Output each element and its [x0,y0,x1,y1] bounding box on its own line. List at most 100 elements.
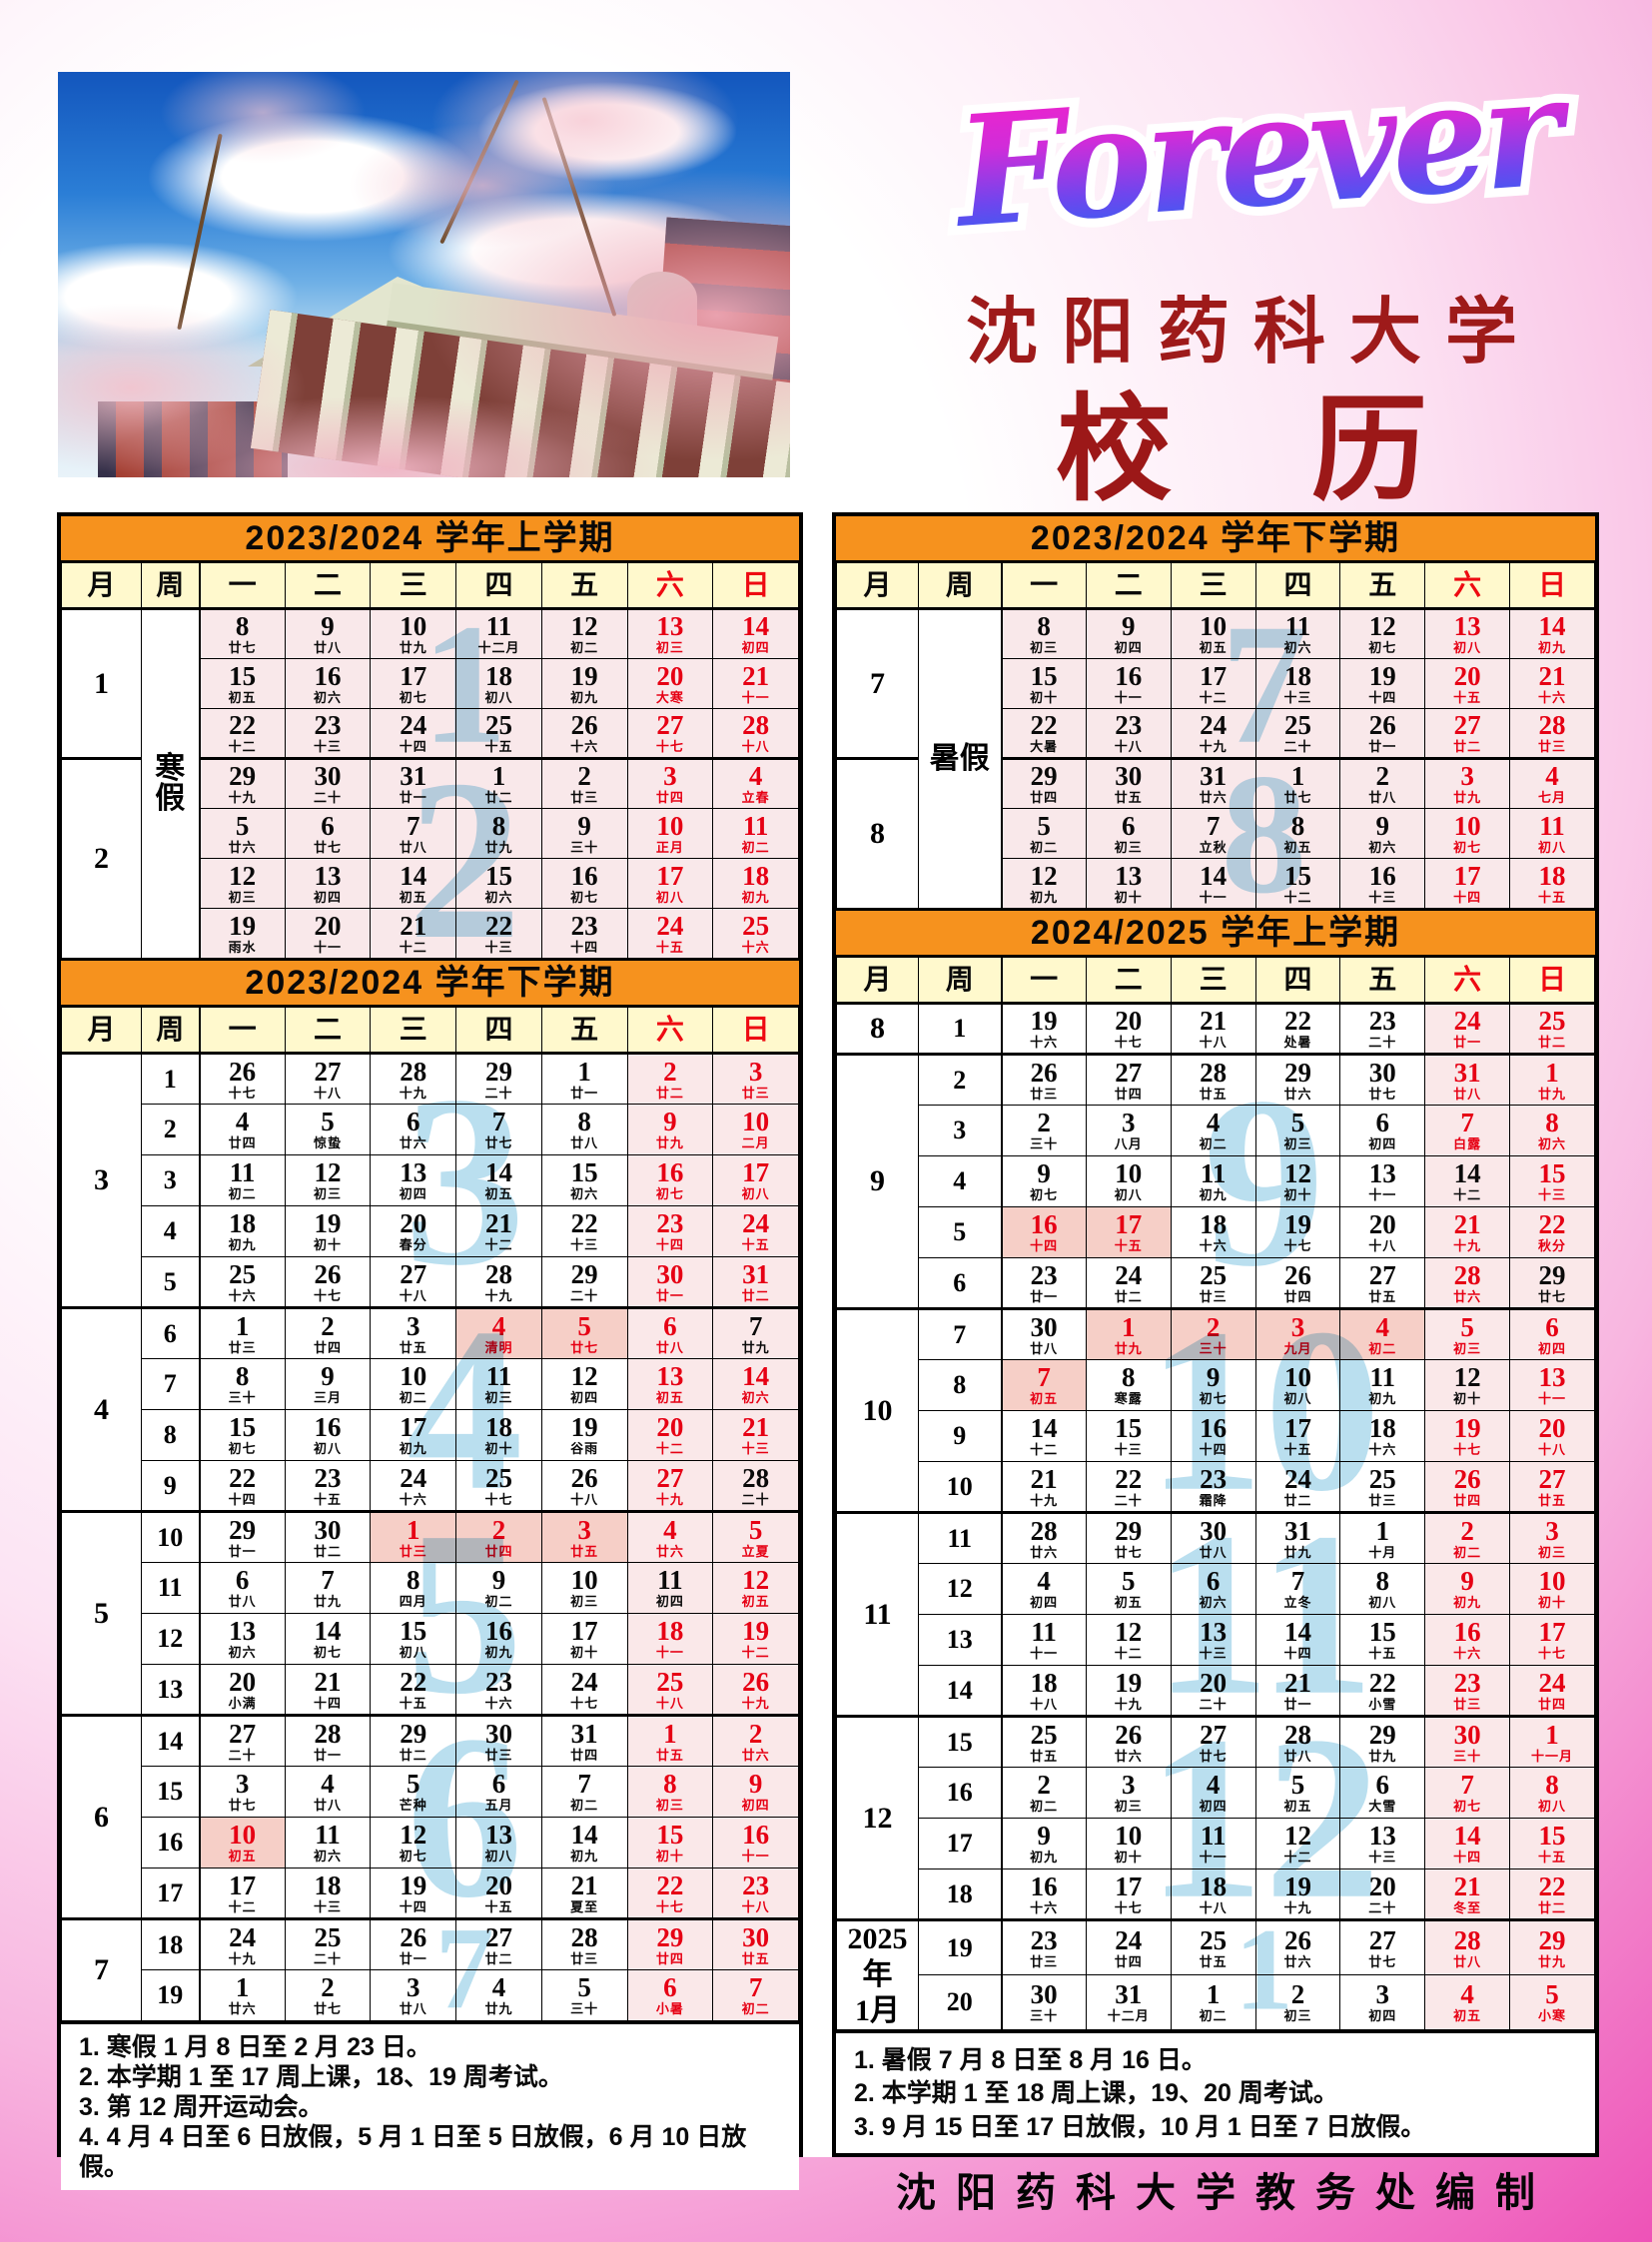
calendar-day-cell: 4 初四 [1001,1563,1087,1615]
lunar-label: 五月 [484,1798,513,1813]
lunar-label: 二十 [1283,739,1312,754]
date-number: 21 [1200,1006,1228,1036]
calendar-day-cell: 13 初五 [626,1358,714,1410]
lunar-label: 十四 [1030,1238,1059,1253]
lunar-label: 初五 [228,689,257,705]
date-number: 21 [400,910,427,941]
date-number: 6 [1122,810,1136,841]
calendar-day-cell: 17 初八 [626,858,714,909]
calendar-day-cell: 12 初四 [540,1358,628,1410]
calendar-day-cell: 28 十八 [712,708,799,759]
lunar-label: 十一月 [1531,1748,1574,1764]
note-line: 3. 第 12 周开运动会。 [79,2093,324,2121]
calendar-day-cell: 25 十八 [626,1664,714,1716]
lunar-label: 十一 [1114,689,1143,705]
date-number: 25 [1030,1719,1058,1750]
date-number: 21 [484,1208,512,1238]
lunar-label: 十七 [570,1695,599,1711]
date-number: 20 [1368,1209,1396,1239]
date-number: 27 [400,1258,427,1289]
lunar-label: 惊蛰 [314,1135,343,1150]
calendar-day-cell: 15 初六 [540,1154,628,1206]
calendar-day-cell: 5 廿六 [199,808,286,859]
lunar-label: 初八 [484,689,513,705]
week-number: 3 [918,1105,1003,1156]
date-number: 6 [235,1565,250,1595]
calendar-day-cell: 16 初九 [455,1613,542,1665]
date-number: 22 [656,1869,684,1900]
calendar-day-cell: 22 十七 [626,1868,714,1919]
week-number: 7 [918,1307,1003,1360]
calendar-day-cell: 13 初三 [626,607,714,659]
month-label: 5 [61,1510,142,1716]
lunar-label: 十九 [228,790,257,805]
calendar-day-cell: 18 初八 [455,658,542,709]
lunar-label: 廿八 [570,1135,599,1150]
lunar-label: 廿九 [1114,1340,1143,1356]
calendar-day-cell: 25 十五 [455,708,542,759]
calendar-day-cell: 16 十六 [1424,1614,1511,1666]
calendar-day-cell: 22 大暑 [1001,708,1087,759]
calendar-day-cell: 23 十八 [712,1868,799,1919]
semester-title: 2023/2024 学年上学期 [61,516,799,562]
calendar-day-cell: 30 廿五 [1085,757,1172,809]
calendar-day-cell: 23 霜降 [1170,1461,1256,1513]
lunar-label: 十四 [399,739,427,754]
date-number: 1 [407,1514,420,1545]
lunar-label: 廿五 [570,1543,599,1559]
date-number: 29 [1283,1057,1311,1088]
calendar-day-cell: 21 十二 [370,908,457,959]
calendar-day-cell: 19 十九 [1254,1868,1341,1920]
lunar-label: 廿八 [314,1798,343,1813]
day-header: 一 [1001,957,1087,1005]
lunar-label: 初六 [1368,839,1397,855]
calendar-day-cell: 15 初六 [455,858,542,909]
date-number: 22 [1538,1209,1566,1239]
lunar-label: 初二 [399,1390,427,1405]
lunar-label: 廿八 [1368,790,1397,805]
week-number: 12 [141,1613,201,1665]
lunar-label: 廿八 [228,1594,257,1609]
calendar-day-cell: 17 十七 [1509,1614,1595,1666]
calendar-day-cell: 29 廿七 [1509,1257,1595,1309]
calendar-day-cell: 17 十七 [1085,1868,1172,1920]
lunar-label: 初七 [1453,1799,1482,1814]
date-number: 29 [570,1258,598,1289]
calendar-day-cell: 6 初六 [1170,1563,1256,1615]
lunar-label: 初八 [1538,1799,1567,1814]
right-panel: 2023/2024 学年下学期月周一二三四五六日 7 暑假 8 初三 9 初四 10 初五 11 初… [832,512,1599,2157]
lunar-label: 十二 [741,1645,770,1660]
lunar-label: 十二 [228,1898,257,1914]
date-number: 16 [742,1820,770,1850]
lunar-label: 十九 [741,1695,770,1711]
date-number: 9 [321,1361,335,1391]
calendar-day-cell: 9 初九 [1001,1818,1087,1869]
lunar-label: 初九 [399,1441,427,1456]
date-number: 12 [1453,1362,1481,1392]
calendar-day-cell: 24 廿一 [1424,1002,1511,1055]
day-header: 日 [712,562,799,610]
calendar-day-cell: 7 立冬 [1254,1563,1341,1615]
calendar-day-cell: 16 初八 [284,1409,372,1461]
lunar-label: 大雪 [1368,1799,1397,1814]
date-number: 29 [1538,1924,1566,1955]
date-number: 8 [577,1107,591,1136]
lunar-label: 十六 [741,939,770,955]
calendar-day-cell: 4 初四 [1170,1767,1256,1819]
calendar-day-cell: 16 十四 [1001,1206,1087,1258]
date-number: 20 [314,910,342,941]
lunar-label: 白露 [1453,1136,1482,1151]
date-number: 30 [742,1921,770,1952]
calendar-day-cell: 13 初六 [199,1613,286,1665]
calendar-day-cell: 15 初十 [1001,658,1087,709]
calendar-day-cell: 19 十四 [1339,658,1426,709]
calendar-day-cell: 14 初五 [370,858,457,909]
lunar-label: 廿一 [1368,739,1397,754]
lunar-label: 十四 [1368,689,1397,705]
lunar-label: 十三 [1199,1646,1228,1661]
month-col-header: 月 [836,562,919,610]
calendar-day-cell: 26 廿一 [1339,708,1426,759]
date-number: 18 [314,1869,342,1900]
calendar-day-cell: 6 廿八 [626,1306,714,1359]
date-number: 31 [570,1718,598,1749]
